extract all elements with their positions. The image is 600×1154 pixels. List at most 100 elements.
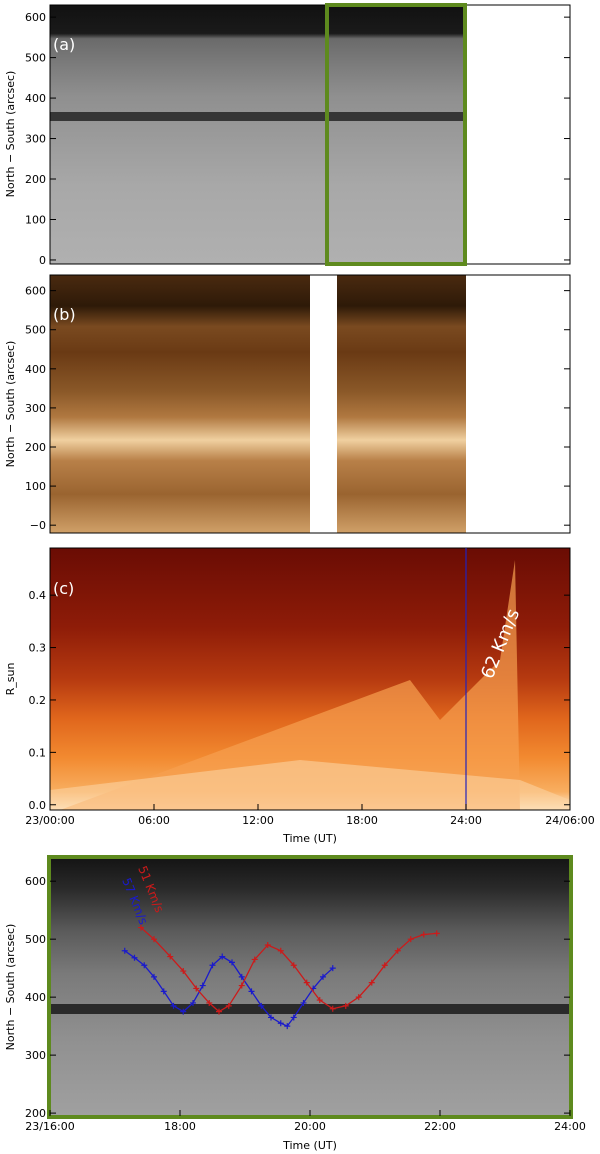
y-tick-label: −0 xyxy=(30,519,46,532)
panel-c-ylabel: R_sun xyxy=(4,663,17,696)
series-point xyxy=(131,954,138,961)
series-point xyxy=(264,941,271,948)
series-line xyxy=(140,927,437,1013)
y-tick-label: 100 xyxy=(25,480,46,493)
x-tick-label: 24:00 xyxy=(554,1120,586,1133)
series-point xyxy=(225,1002,232,1009)
panel-c-bright-ramp xyxy=(60,560,520,810)
x-tick-label: 12:00 xyxy=(242,814,274,827)
series-point xyxy=(277,947,284,954)
panel-c-bright-base xyxy=(50,760,570,810)
y-tick-label: 200 xyxy=(25,173,46,186)
y-tick-label: 500 xyxy=(25,933,46,946)
series-point xyxy=(355,994,362,1001)
series-point xyxy=(368,979,375,986)
zoom-xlabel: Time (UT) xyxy=(282,1139,337,1152)
y-tick-label: 500 xyxy=(25,52,46,65)
panel-b-ylabel: North − South (arcsec) xyxy=(4,341,17,468)
zoom-series xyxy=(121,924,440,1030)
series-point xyxy=(258,1002,265,1009)
y-tick-label: 100 xyxy=(25,213,46,226)
panel-a-heatmap xyxy=(50,5,466,264)
series-point xyxy=(277,1020,284,1027)
panel-b: (b) −0 100 200 300 400 500 600 North − South (… xyxy=(4,274,571,534)
series-point xyxy=(420,931,427,938)
series-point xyxy=(141,962,148,969)
series-point xyxy=(320,973,326,980)
series-point xyxy=(229,959,235,966)
x-tick-label: 06:00 xyxy=(138,814,170,827)
panel-c: (c) 62 Km/s 0.00.10.20.30.423/00:00 06:00… xyxy=(4,547,595,845)
panel-b-data-gap xyxy=(310,275,337,533)
panel-a-label: (a) xyxy=(53,35,75,54)
series-point xyxy=(167,953,174,960)
series-point xyxy=(284,1023,291,1030)
y-tick-label: 0.0 xyxy=(29,799,47,812)
y-tick-label: 600 xyxy=(25,875,46,888)
series-point xyxy=(248,988,255,995)
panel-b-label: (b) xyxy=(53,305,76,324)
series-point xyxy=(209,962,216,969)
y-tick-label: 200 xyxy=(25,1107,46,1120)
y-tick-label: 500 xyxy=(25,324,46,337)
series-point xyxy=(193,985,200,992)
series-point xyxy=(394,947,401,954)
series-point xyxy=(151,936,157,943)
panel-a-frame xyxy=(49,4,571,265)
y-tick-label: 400 xyxy=(25,92,46,105)
y-tick-label: 300 xyxy=(25,402,46,415)
series-point xyxy=(329,1005,336,1012)
panel-c-frame xyxy=(49,547,571,811)
series-point xyxy=(329,965,336,972)
x-tick-label: 18:00 xyxy=(346,814,378,827)
x-tick-label: 20:00 xyxy=(294,1120,326,1133)
panel-c-axes: 0.0 0.1 0.2 0.3 0.4 23/00:00 06:00 12:00 18:00 24… xyxy=(25,589,594,827)
series-point xyxy=(238,973,245,980)
panel-b-y-axis: −0 100 200 300 400 500 600 xyxy=(25,285,570,532)
zoom-axes: 200 300 400 500 600 23/16:00 18:00 20:00 22:00 24… xyxy=(25,875,586,1133)
series-point xyxy=(170,1002,177,1009)
series-point xyxy=(121,947,128,954)
series-point xyxy=(381,962,388,969)
series-point xyxy=(216,1008,222,1015)
series-point xyxy=(199,982,206,989)
series-point xyxy=(433,930,440,937)
panel-a-y-axis: 0 100 200 300 400 500 600 xyxy=(25,11,570,267)
series-point xyxy=(238,982,245,989)
y-tick-label: 600 xyxy=(25,285,46,298)
y-tick-label: 300 xyxy=(25,1049,46,1062)
panel-a: (a) 0 100 200 300 400 500 600 North − South (a… xyxy=(4,3,571,267)
zoom-filament-band xyxy=(50,1004,570,1014)
series-point xyxy=(138,924,144,931)
series-point xyxy=(160,988,167,995)
y-tick-label: 600 xyxy=(25,11,46,24)
series-point xyxy=(251,956,258,963)
series-point xyxy=(180,1008,187,1015)
y-tick-label: 0.4 xyxy=(29,589,47,602)
panel-c-label: (c) xyxy=(53,579,74,598)
series-point xyxy=(407,936,414,943)
y-tick-label: 300 xyxy=(25,133,46,146)
panel-a-ylabel: North − South (arcsec) xyxy=(4,71,17,198)
series-point xyxy=(190,999,196,1006)
panel-b-heatmap xyxy=(50,275,466,533)
series-point xyxy=(219,953,226,960)
x-tick-label: 22:00 xyxy=(424,1120,456,1133)
x-tick-label: 24/06:00 xyxy=(545,814,594,827)
x-tick-label: 23/16:00 xyxy=(25,1120,74,1133)
series-point xyxy=(342,1002,349,1009)
y-tick-label: 0 xyxy=(39,254,46,267)
series-point xyxy=(300,999,307,1006)
y-tick-label: 400 xyxy=(25,991,46,1004)
series-point xyxy=(268,1014,274,1021)
panel-b-frame xyxy=(49,274,571,534)
series-point xyxy=(316,997,323,1004)
y-tick-label: 400 xyxy=(25,363,46,376)
y-tick-label: 200 xyxy=(25,441,46,454)
x-tick-label: 24:00 xyxy=(450,814,482,827)
series-point xyxy=(290,962,297,969)
panel-c-xlabel: Time (UT) xyxy=(282,832,337,845)
series-point xyxy=(180,968,187,975)
series-point xyxy=(206,999,213,1006)
